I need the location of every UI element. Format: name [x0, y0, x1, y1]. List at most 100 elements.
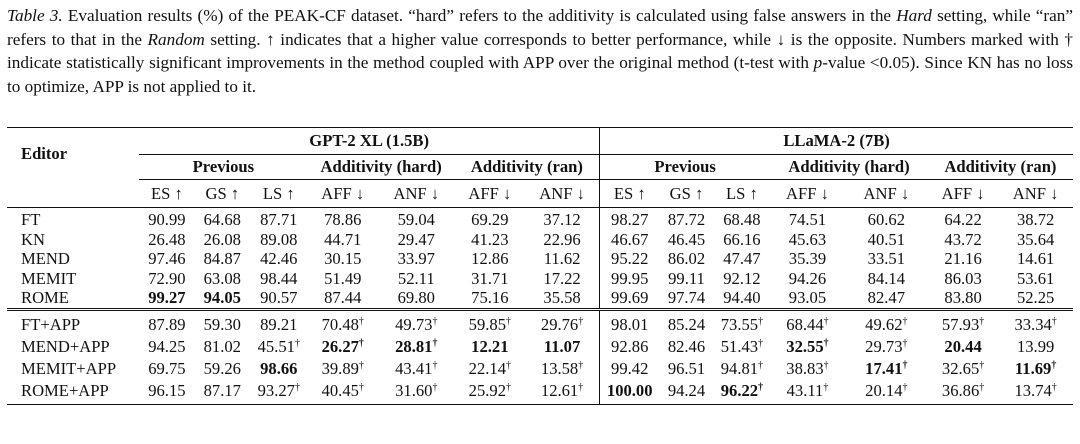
metric-header: ES ↑	[599, 179, 660, 208]
metric-header: AFF ↓	[468, 183, 512, 203]
cell-value: 22.96	[543, 229, 581, 249]
cell-value: 86.03	[944, 268, 982, 288]
cell-value: 87.72	[667, 210, 706, 230]
cell-value: 31.60	[395, 380, 433, 400]
table-cell: 43.11†	[770, 379, 845, 405]
table-cell: 96.15	[139, 379, 195, 405]
table-cell: 11.69†	[998, 358, 1073, 380]
table-cell: 39.89†	[308, 358, 378, 380]
cell-value: 97.74	[667, 288, 706, 308]
cell-value: 26.48	[148, 229, 186, 249]
table-cell: 32.65†	[928, 358, 998, 380]
cell-value: 64.68	[203, 210, 241, 230]
table-cell: 64.22	[927, 207, 999, 230]
metric-header: ANF ↓	[1012, 183, 1059, 203]
table-cell: 63.08	[195, 269, 250, 289]
cell-value: 97.46	[148, 249, 186, 269]
table-cell: 69.29	[454, 207, 526, 230]
cell-value: 68.44	[786, 314, 824, 334]
cell-value: 59.85	[468, 314, 507, 334]
metric-header: LS ↑	[726, 183, 758, 203]
table-cell: 94.26	[770, 269, 845, 289]
metric-header: ANF ↓	[539, 183, 585, 203]
table-cell: 60.62	[844, 207, 928, 230]
group-additivity-hard-llama2: Additivity (hard)	[770, 154, 928, 180]
table-cell: 72.90	[139, 269, 194, 289]
cell-value: 86.02	[667, 249, 706, 269]
cell-value: 82.47	[867, 288, 905, 308]
table-cell: 98.01	[599, 307, 660, 336]
table-cell: 83.80	[928, 288, 998, 309]
table-cell: 17.22	[525, 269, 600, 289]
cell-value: 99.42	[611, 358, 649, 378]
cell-value: 72.90	[148, 268, 186, 288]
table-row: MEMIT 72.90 63.08 98.44 51.49 52.11 31.71 17.22…	[7, 268, 1073, 289]
table-row: ROME+APP 96.15 87.17 93.27† 40.45† 31.60† 25.9…	[7, 379, 1073, 405]
significance-dagger: †	[902, 315, 908, 327]
cell-value: 11.69	[1014, 358, 1052, 378]
table-cell: 96.51	[659, 358, 713, 380]
table-cell: 45.51†	[250, 336, 308, 358]
cell-value: 37.12	[543, 210, 581, 230]
cell-value: 73.55	[720, 314, 759, 334]
significance-dagger: †	[823, 315, 829, 327]
model-header-gpt2: GPT-2 XL (1.5B)	[139, 127, 600, 155]
cell-value: 40.45	[321, 380, 359, 400]
significance-dagger: †	[1051, 359, 1057, 371]
table-cell: 73.55†	[713, 307, 771, 336]
metric-empty	[7, 180, 139, 208]
caption-random: Random	[147, 29, 205, 49]
cell-value: 59.26	[203, 358, 241, 378]
cell-value: 20.44	[944, 336, 982, 356]
table-cell: 68.48	[713, 207, 771, 230]
cell-value: 46.45	[667, 229, 706, 249]
cell-value: 59.04	[397, 210, 435, 230]
table-cell: 12.61†	[525, 379, 600, 405]
table-cell: 98.27	[599, 207, 660, 230]
cell-value: 14.61	[1016, 249, 1055, 269]
cell-value: 75.16	[471, 288, 509, 308]
table-cell: 28.81†	[378, 336, 455, 358]
cell-value: 66.16	[723, 229, 761, 249]
table-cell: 22.96	[525, 230, 600, 250]
cell-value: 31.71	[471, 268, 509, 288]
cell-value: 94.25	[148, 336, 186, 356]
table-cell: 43.72	[928, 230, 998, 250]
table-cell: 14.61	[998, 249, 1073, 269]
significance-dagger: †	[578, 359, 584, 371]
cell-value: 44.71	[324, 229, 362, 249]
table-cell: 29.47	[378, 230, 455, 250]
table-cell: 98.66	[250, 358, 308, 380]
table-cell: 99.95	[599, 268, 660, 288]
significance-dagger: †	[758, 337, 764, 349]
row-editor-name: MEND	[21, 249, 70, 269]
table-cell: 57.93†	[927, 307, 999, 336]
cell-value: 38.72	[1016, 210, 1055, 230]
table-cell: 43.41†	[378, 358, 455, 380]
table-cell: 82.47	[845, 288, 928, 309]
significance-dagger: †	[1051, 381, 1057, 393]
table-cell: 69.75	[139, 358, 194, 380]
cell-value: 35.58	[543, 288, 581, 308]
table-cell: 94.05	[195, 288, 250, 309]
cell-value: 82.46	[667, 336, 706, 356]
significance-dagger: †	[902, 381, 908, 393]
significance-dagger: †	[432, 337, 438, 349]
table-row: KN 26.48 26.08 89.08 44.71 29.47 41.23 22.96 46.…	[7, 229, 1073, 250]
table-cell: 26.08	[195, 230, 250, 250]
table-row: FT 90.99 64.68 87.71 78.86 59.04 69.29 37.12 98.…	[7, 207, 1073, 230]
baseline-rows: FT 90.99 64.68 87.71 78.86 59.04 69.29 37.12 98.…	[7, 207, 1073, 309]
table-cell: 12.86	[455, 249, 525, 269]
cell-value: 99.27	[148, 288, 186, 308]
significance-dagger: †	[294, 381, 300, 393]
cell-value: 90.57	[260, 288, 298, 308]
cell-value: 12.61	[540, 380, 579, 400]
table-cell: 41.23	[455, 230, 525, 250]
cell-value: 17.22	[543, 268, 581, 288]
table-cell: 38.72	[998, 207, 1073, 230]
cell-value: 46.67	[611, 229, 649, 249]
cell-value: 13.58	[540, 358, 579, 378]
table-cell: 22.14†	[455, 358, 525, 380]
table-cell: 31.71	[455, 269, 525, 289]
significance-dagger: †	[823, 359, 829, 371]
